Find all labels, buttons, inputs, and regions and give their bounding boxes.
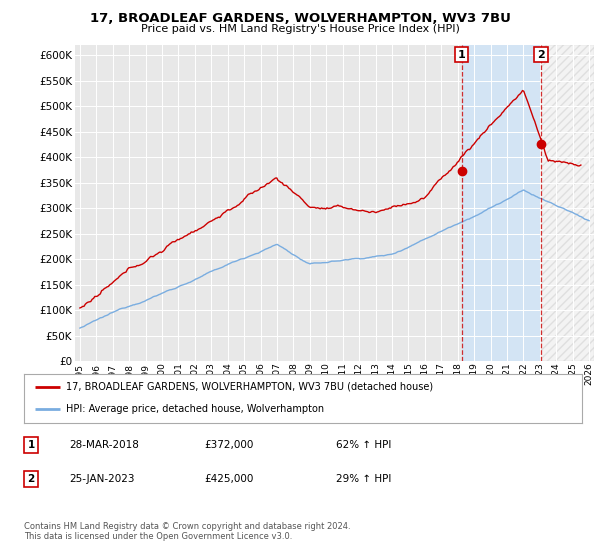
Text: 1: 1 bbox=[458, 49, 466, 59]
Bar bbox=[541, 45, 594, 361]
Text: 17, BROADLEAF GARDENS, WOLVERHAMPTON, WV3 7BU (detached house): 17, BROADLEAF GARDENS, WOLVERHAMPTON, WV… bbox=[66, 382, 433, 392]
Text: Contains HM Land Registry data © Crown copyright and database right 2024.
This d: Contains HM Land Registry data © Crown c… bbox=[24, 522, 350, 542]
Text: 25-JAN-2023: 25-JAN-2023 bbox=[69, 474, 134, 484]
Text: 2: 2 bbox=[537, 49, 545, 59]
Bar bbox=[462, 45, 541, 361]
Text: 62% ↑ HPI: 62% ↑ HPI bbox=[336, 440, 391, 450]
Text: £425,000: £425,000 bbox=[204, 474, 253, 484]
Text: £372,000: £372,000 bbox=[204, 440, 253, 450]
Text: 17, BROADLEAF GARDENS, WOLVERHAMPTON, WV3 7BU: 17, BROADLEAF GARDENS, WOLVERHAMPTON, WV… bbox=[89, 12, 511, 25]
Text: 29% ↑ HPI: 29% ↑ HPI bbox=[336, 474, 391, 484]
Text: Price paid vs. HM Land Registry's House Price Index (HPI): Price paid vs. HM Land Registry's House … bbox=[140, 24, 460, 34]
Text: 2: 2 bbox=[28, 474, 35, 484]
Text: 28-MAR-2018: 28-MAR-2018 bbox=[69, 440, 139, 450]
Text: 1: 1 bbox=[28, 440, 35, 450]
Text: HPI: Average price, detached house, Wolverhampton: HPI: Average price, detached house, Wolv… bbox=[66, 404, 324, 414]
